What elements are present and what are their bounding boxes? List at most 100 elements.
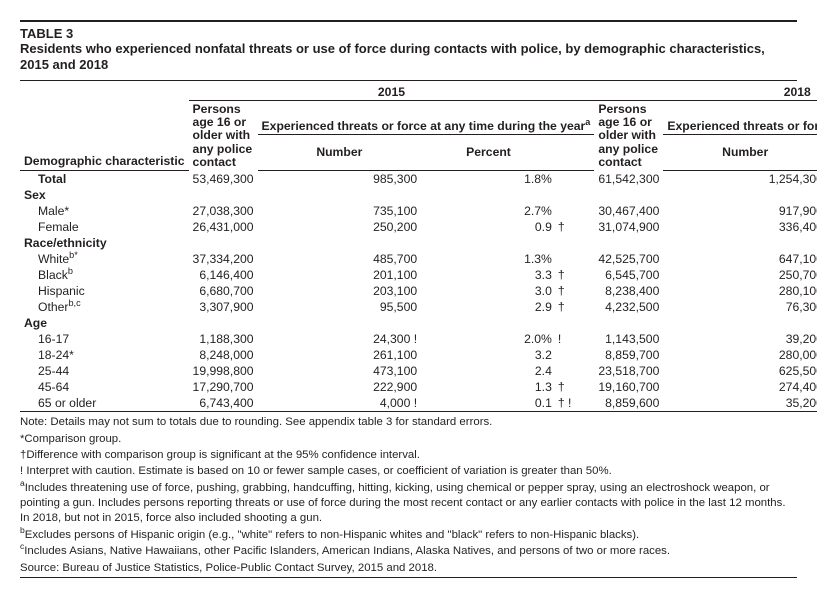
col-number-2018: Number [663, 135, 817, 171]
cell: 3,307,900 [189, 299, 258, 315]
cell: 19,160,700 [594, 379, 663, 395]
cell-text: Black [38, 268, 68, 282]
cell: 4,232,500 [594, 299, 663, 315]
bottom-rule [20, 577, 797, 578]
section-label: Race/ethnicity [20, 235, 817, 251]
table-row: 16-17 1,188,30024,300 !2.0%! 1,143,50039… [20, 331, 817, 347]
cell: 3.0 [421, 283, 556, 299]
cell: 2.7% [421, 203, 556, 219]
table-3-container: TABLE 3 Residents who experienced nonfat… [20, 20, 797, 578]
cell: 30,467,400 [594, 203, 663, 219]
flag [556, 347, 595, 363]
col-number-2015: Number [258, 135, 422, 171]
source-line: Source: Bureau of Justice Statistics, Po… [20, 561, 797, 576]
col-persons-2018: Persons age 16 or older with any police … [594, 100, 663, 171]
cell: 735,100 [258, 203, 422, 219]
cell: 1,254,300 [663, 171, 817, 188]
cell: 76,300 [663, 299, 817, 315]
section-label: Sex [20, 187, 817, 203]
cell: 6,680,700 [189, 283, 258, 299]
cell: 250,700 [663, 267, 817, 283]
cell-label: Male* [20, 203, 189, 219]
col-exp-2018-text: Experienced threats or force at any time… [667, 119, 817, 133]
table-body: Total 53,469,300 985,300 1.8% 61,542,300… [20, 171, 817, 412]
cell-label: 25-44 [20, 363, 189, 379]
cell: 3.3 [421, 267, 556, 283]
cell: 250,200 [258, 219, 422, 235]
note-line: *Comparison group. [20, 432, 797, 447]
cell: 8,238,400 [594, 283, 663, 299]
flag: † [556, 379, 595, 395]
cell: 280,100 [663, 283, 817, 299]
cell: 336,400 [663, 219, 817, 235]
table-row: Whiteb* 37,334,200485,7001.3% 42,525,700… [20, 251, 817, 267]
note-text: Excludes persons of Hispanic origin (e.g… [25, 529, 639, 541]
table-row: Female 26,431,000250,2000.9† 31,074,9003… [20, 219, 817, 235]
cell-label: Total [20, 171, 189, 188]
table-label: TABLE 3 [20, 26, 797, 41]
cell-label: Blackb [20, 267, 189, 283]
cell-label: Hispanic [20, 283, 189, 299]
cell: 17,290,700 [189, 379, 258, 395]
cell: 8,859,700 [594, 347, 663, 363]
cell: 95,500 [258, 299, 422, 315]
note-line: Note: Details may not sum to totals due … [20, 415, 797, 430]
cell: 2.9 [421, 299, 556, 315]
col-exp-2015-text: Experienced threats or force at any time… [262, 119, 586, 133]
cell: 985,300 [258, 171, 422, 188]
cell: 485,700 [258, 251, 422, 267]
flag: † [556, 267, 595, 283]
table-row: Hispanic 6,680,700203,1003.0† 8,238,4002… [20, 283, 817, 299]
flag: † [556, 219, 595, 235]
cell: 35,200 [663, 395, 817, 412]
cell: 53,469,300 [189, 171, 258, 188]
cell: 6,146,400 [189, 267, 258, 283]
table-row: Otherb,c 3,307,90095,5002.9† 4,232,50076… [20, 299, 817, 315]
cell: 1.3 [421, 379, 556, 395]
data-table: 2015 2018 Persons age 16 or older with a… [20, 81, 817, 413]
sup-icon: b [68, 266, 73, 276]
cell-label: Otherb,c [20, 299, 189, 315]
cell: 625,500 [663, 363, 817, 379]
cell: 1,143,500 [594, 331, 663, 347]
table-row: 45-64 17,290,700222,9001.3† 19,160,70027… [20, 379, 817, 395]
cell: 0.9 [421, 219, 556, 235]
cell: 0.1 [421, 395, 556, 412]
col-exp-2015: Experienced threats or force at any time… [258, 100, 595, 135]
footnotes: Note: Details may not sum to totals due … [20, 412, 797, 576]
table-row: 18-24* 8,248,000261,1003.2 8,859,700280,… [20, 347, 817, 363]
cell: 6,545,700 [594, 267, 663, 283]
cell: 8,859,600 [594, 395, 663, 412]
table-row: Blackb 6,146,400201,1003.3† 6,545,700250… [20, 267, 817, 283]
cell: 203,100 [258, 283, 422, 299]
cell: 2.4 [421, 363, 556, 379]
cell: 274,400 [663, 379, 817, 395]
cell-label: Female [20, 219, 189, 235]
cell: 19,998,800 [189, 363, 258, 379]
table-row: Male* 27,038,300735,1002.7% 30,467,40091… [20, 203, 817, 219]
cell: 261,100 [258, 347, 422, 363]
cell-text: Other [38, 300, 68, 314]
cell: 201,100 [258, 267, 422, 283]
cell: 917,900 [663, 203, 817, 219]
cell: 1.3% [421, 251, 556, 267]
cell-text: White [38, 252, 69, 266]
cell: 2.0% [421, 331, 556, 347]
cell: 61,542,300 [594, 171, 663, 188]
cell: 4,000 ! [258, 395, 422, 412]
flag [556, 171, 595, 188]
cell: 27,038,300 [189, 203, 258, 219]
flag [556, 363, 595, 379]
sup-icon: b* [69, 250, 78, 260]
cell-label: 65 or older [20, 395, 189, 412]
cell: 647,100 [663, 251, 817, 267]
col-persons-2015: Persons age 16 or older with any police … [189, 100, 258, 171]
col-percent-2015: Percent [421, 135, 556, 171]
sup-a-icon: a [585, 117, 590, 127]
col-year-2018: 2018 [594, 81, 817, 101]
cell: 473,100 [258, 363, 422, 379]
cell: 3.2 [421, 347, 556, 363]
table-row: 25-44 19,998,800473,1002.4 23,518,700625… [20, 363, 817, 379]
section-row: Race/ethnicity [20, 235, 817, 251]
cell: 8,248,000 [189, 347, 258, 363]
